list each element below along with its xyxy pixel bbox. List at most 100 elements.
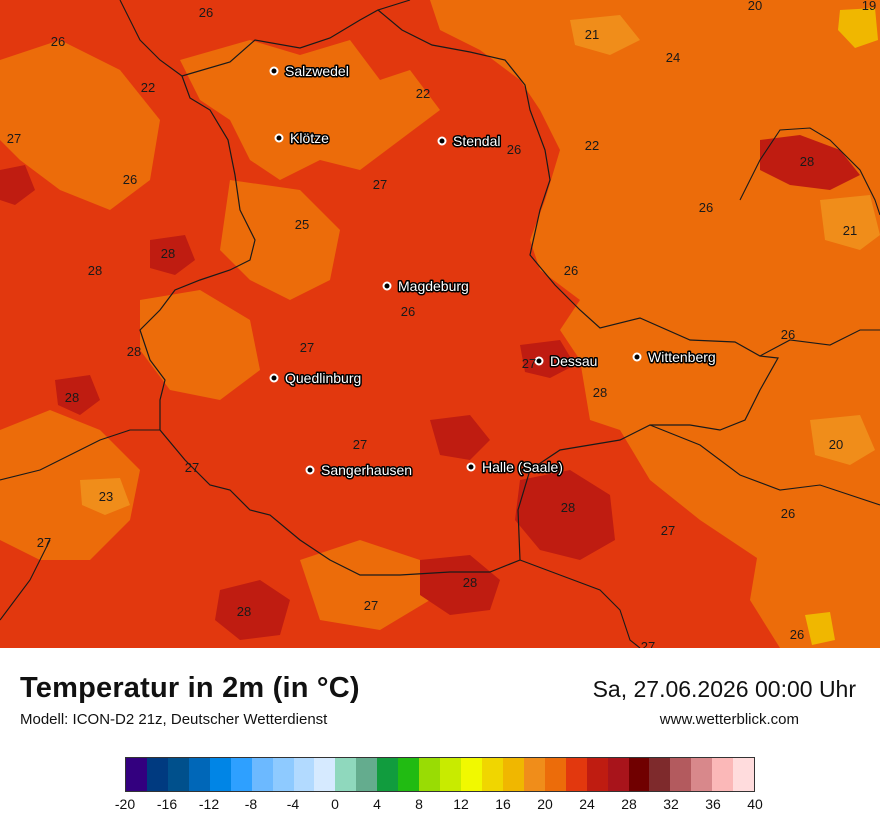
colorbar-swatch	[251, 758, 273, 791]
city-marker: Stendal	[437, 132, 502, 151]
colorbar-tick-label: -20	[114, 796, 136, 812]
colorbar-swatch	[628, 758, 650, 791]
colorbar-tick-label: 20	[537, 796, 553, 812]
colorbar	[125, 757, 755, 792]
city-label: Halle (Saale)	[482, 459, 563, 475]
temperature-value: 21	[585, 27, 599, 42]
temperature-value: 22	[141, 80, 155, 95]
city-label: Sangerhausen	[321, 462, 412, 478]
temperature-value: 22	[416, 86, 430, 101]
colorbar-tick-label: -4	[286, 796, 300, 812]
border-brandenburg-east	[759, 329, 880, 357]
temperature-value: 28	[561, 500, 575, 515]
temperature-value: 22	[585, 138, 599, 153]
city-dot	[305, 465, 315, 475]
city-layer: Salzwedel Klötze Stendal Magdeburg Dessau Wit…	[269, 62, 717, 480]
colorbar-swatch	[586, 758, 608, 791]
field-warm-west	[150, 235, 195, 275]
field-warm-far-west	[55, 375, 100, 415]
temperature-value: 27	[661, 523, 675, 538]
field-cool-southwest	[0, 410, 140, 560]
colorbar-swatch	[146, 758, 168, 791]
field-cool-harz	[140, 290, 260, 400]
city-label: Stendal	[453, 133, 500, 149]
temperature-value: 26	[781, 506, 795, 521]
colorbar-tick-label: 40	[747, 796, 763, 812]
colorbar-swatch	[544, 758, 566, 791]
colorbar-swatch	[398, 758, 420, 791]
temperature-value: 27	[7, 131, 21, 146]
colorbar-swatch	[314, 758, 336, 791]
city-marker: Sangerhausen	[305, 461, 414, 480]
temperature-value: 27	[364, 598, 378, 613]
field-cool-patch-1	[570, 15, 640, 55]
city-marker: Klötze	[274, 129, 331, 148]
city-dot	[382, 281, 392, 291]
colorbar-swatch	[272, 758, 294, 791]
city-dot	[269, 66, 279, 76]
temperature-value: 26	[564, 263, 578, 278]
temperature-value: 27	[353, 437, 367, 452]
temperature-value: 27	[522, 356, 536, 371]
colorbar-swatch	[188, 758, 210, 791]
colorbar-tick-label: -8	[244, 796, 258, 812]
value-layer: 26 26 22 27 26 28 28 28 28 27 23 27 28 25 27 22 26 27 21 24…	[7, 0, 876, 648]
colorbar-swatch	[481, 758, 503, 791]
colorbar-swatch	[293, 758, 315, 791]
colorbar-swatch	[523, 758, 545, 791]
temperature-value: 26	[699, 200, 713, 215]
temperature-value: 27	[373, 177, 387, 192]
field-cool-patch-2	[820, 195, 880, 250]
colorbar-swatch	[649, 758, 671, 791]
field-warm-southwest	[215, 580, 290, 640]
city-dot	[437, 136, 447, 146]
temperature-value: 28	[237, 604, 251, 619]
field-cool-south	[300, 540, 430, 630]
field-warm-center	[430, 415, 490, 460]
temperature-value: 26	[507, 142, 521, 157]
colorbar-swatch	[565, 758, 587, 791]
colorbar-swatch	[356, 758, 378, 791]
city-dot	[534, 356, 544, 366]
city-label: Magdeburg	[398, 278, 469, 294]
temperature-value: 26	[790, 627, 804, 642]
colorbar-swatch	[502, 758, 524, 791]
temperature-value: 20	[829, 437, 843, 452]
colorbar-tick-label: 12	[453, 796, 469, 812]
colorbar-tick-label: 32	[663, 796, 679, 812]
temperature-value: 28	[65, 390, 79, 405]
temperature-value: 19	[862, 0, 876, 13]
model-info: Modell: ICON-D2 21z, Deutscher Wetterdie…	[20, 711, 328, 728]
field-cool-patch-4	[838, 8, 878, 48]
temperature-value: 26	[781, 327, 795, 342]
border-southeast	[649, 424, 880, 506]
border-east-loop	[739, 127, 880, 216]
city-label: Wittenberg	[648, 349, 716, 365]
temperature-map: Salzwedel Klötze Stendal Magdeburg Dessau Wit…	[0, 0, 880, 648]
colorbar-swatch	[335, 758, 357, 791]
colorbar-swatch	[733, 758, 755, 791]
city-marker: Salzwedel	[269, 62, 350, 81]
city-dot	[632, 352, 642, 362]
temperature-value: 27	[641, 639, 655, 648]
border-southwest-2	[0, 539, 51, 621]
website-link[interactable]: www.wetterblick.com	[659, 711, 799, 728]
temperature-value: 24	[666, 50, 680, 65]
colorbar-swatch	[461, 758, 482, 791]
field-cool-patch-3	[810, 415, 875, 465]
city-dot	[269, 373, 279, 383]
temperature-value: 28	[127, 344, 141, 359]
map-title: Temperatur in 2m (in °C)	[20, 672, 360, 704]
colorbar-swatch	[209, 758, 231, 791]
temperature-value: 20	[748, 0, 762, 13]
temperature-value: 25	[295, 217, 309, 232]
field-warm-dessau	[520, 340, 575, 378]
temperature-value: 27	[300, 340, 314, 355]
city-dot	[466, 462, 476, 472]
colorbar-swatch	[419, 758, 441, 791]
temperature-value: 28	[463, 575, 477, 590]
colorbar-swatch	[691, 758, 713, 791]
temperature-value: 28	[88, 263, 102, 278]
colorbar-tick-label: 28	[621, 796, 637, 812]
border-north	[377, 0, 411, 11]
